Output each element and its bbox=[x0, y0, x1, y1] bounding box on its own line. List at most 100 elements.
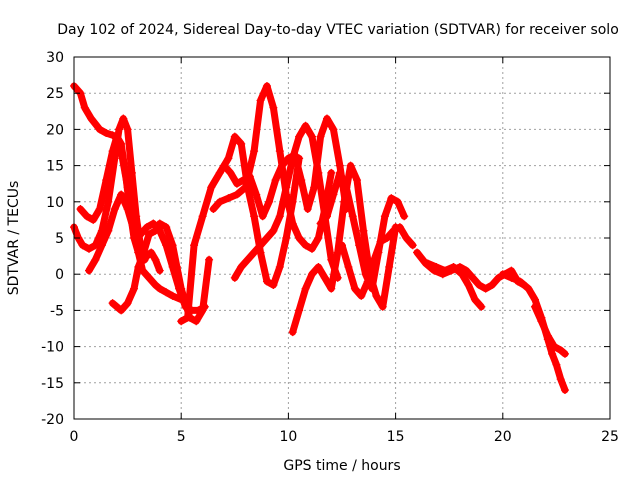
data-point bbox=[168, 241, 177, 250]
data-point bbox=[507, 266, 516, 275]
data-point bbox=[560, 386, 569, 395]
x-tick-label: 15 bbox=[387, 429, 405, 445]
data-point bbox=[316, 219, 325, 228]
data-point bbox=[271, 176, 280, 185]
data-point bbox=[301, 241, 310, 250]
data-point bbox=[243, 255, 252, 264]
data-point bbox=[151, 281, 160, 290]
data-point bbox=[322, 114, 331, 123]
data-point bbox=[177, 284, 186, 293]
data-point bbox=[117, 190, 126, 199]
data-point bbox=[402, 234, 411, 242]
series-trace bbox=[499, 270, 569, 394]
series-trace bbox=[177, 133, 303, 325]
data-point bbox=[275, 147, 284, 156]
data-point bbox=[515, 277, 524, 286]
data-point bbox=[494, 273, 503, 282]
data-point bbox=[550, 342, 559, 351]
grid bbox=[74, 57, 610, 419]
data-point bbox=[117, 139, 126, 148]
data-point bbox=[110, 205, 119, 214]
x-axis-label: GPS time / hours bbox=[283, 458, 400, 474]
data-point bbox=[155, 284, 164, 293]
series-sat-g bbox=[209, 81, 336, 253]
data-point bbox=[262, 81, 271, 90]
series-trace bbox=[220, 115, 350, 220]
data-point bbox=[269, 281, 278, 290]
data-point bbox=[104, 226, 113, 235]
data-point bbox=[477, 302, 486, 311]
data-point bbox=[275, 212, 284, 221]
data-point bbox=[151, 226, 160, 235]
data-point bbox=[543, 331, 552, 340]
data-point bbox=[297, 176, 306, 185]
data-point bbox=[462, 266, 471, 275]
data-point bbox=[256, 241, 265, 250]
series-sat-o bbox=[498, 270, 569, 395]
data-point bbox=[342, 183, 351, 192]
data-point bbox=[269, 226, 278, 235]
data-point bbox=[224, 154, 233, 163]
data-point bbox=[275, 262, 284, 271]
data-point bbox=[198, 212, 207, 221]
data-point bbox=[232, 190, 241, 199]
y-tick-label: 30 bbox=[46, 50, 64, 66]
y-tick-label: 5 bbox=[55, 231, 64, 247]
data-point bbox=[353, 176, 362, 185]
data-point bbox=[252, 190, 261, 199]
data-point bbox=[237, 262, 246, 271]
data-point bbox=[162, 223, 171, 232]
data-point bbox=[556, 375, 565, 384]
data-point bbox=[121, 168, 130, 177]
data-point bbox=[205, 255, 214, 264]
data-point bbox=[393, 197, 402, 206]
data-point bbox=[155, 219, 164, 228]
data-point bbox=[123, 205, 132, 214]
data-point bbox=[256, 96, 265, 105]
data-point bbox=[258, 212, 267, 221]
data-point bbox=[295, 234, 304, 242]
data-point bbox=[119, 114, 128, 123]
data-point bbox=[295, 132, 304, 141]
data-point bbox=[138, 252, 147, 261]
data-point bbox=[134, 262, 143, 271]
data-point bbox=[348, 212, 357, 221]
data-point bbox=[449, 262, 458, 271]
data-point bbox=[327, 284, 336, 293]
data-point bbox=[552, 360, 561, 369]
data-point bbox=[130, 284, 139, 293]
x-tick-label: 25 bbox=[601, 429, 619, 445]
data-point bbox=[262, 234, 271, 242]
data-point bbox=[470, 295, 479, 304]
data-point bbox=[87, 114, 96, 123]
data-point bbox=[370, 255, 379, 264]
data-point bbox=[269, 103, 278, 112]
data-point bbox=[288, 328, 297, 337]
data-point bbox=[241, 183, 250, 192]
data-point bbox=[548, 349, 557, 358]
y-tick-label: 0 bbox=[55, 267, 64, 283]
data-point bbox=[488, 281, 497, 290]
data-point bbox=[237, 139, 246, 148]
data-point bbox=[130, 234, 139, 242]
y-tick-label: -15 bbox=[41, 376, 64, 392]
data-point bbox=[378, 302, 387, 311]
data-point bbox=[250, 212, 259, 221]
data-point bbox=[376, 237, 385, 246]
series-trace bbox=[531, 303, 569, 358]
data-point bbox=[183, 313, 192, 322]
data-point bbox=[215, 197, 224, 206]
data-point bbox=[115, 125, 124, 134]
data-point bbox=[329, 125, 338, 134]
data-point bbox=[215, 168, 224, 177]
data-point bbox=[344, 262, 353, 271]
data-point bbox=[85, 244, 94, 253]
x-tick-label: 20 bbox=[494, 429, 512, 445]
data-point bbox=[265, 197, 274, 206]
data-point bbox=[108, 299, 117, 308]
data-point bbox=[104, 197, 113, 206]
data-point bbox=[151, 255, 160, 264]
data-point bbox=[322, 212, 331, 221]
data-point bbox=[239, 176, 248, 185]
data-point bbox=[95, 125, 104, 134]
